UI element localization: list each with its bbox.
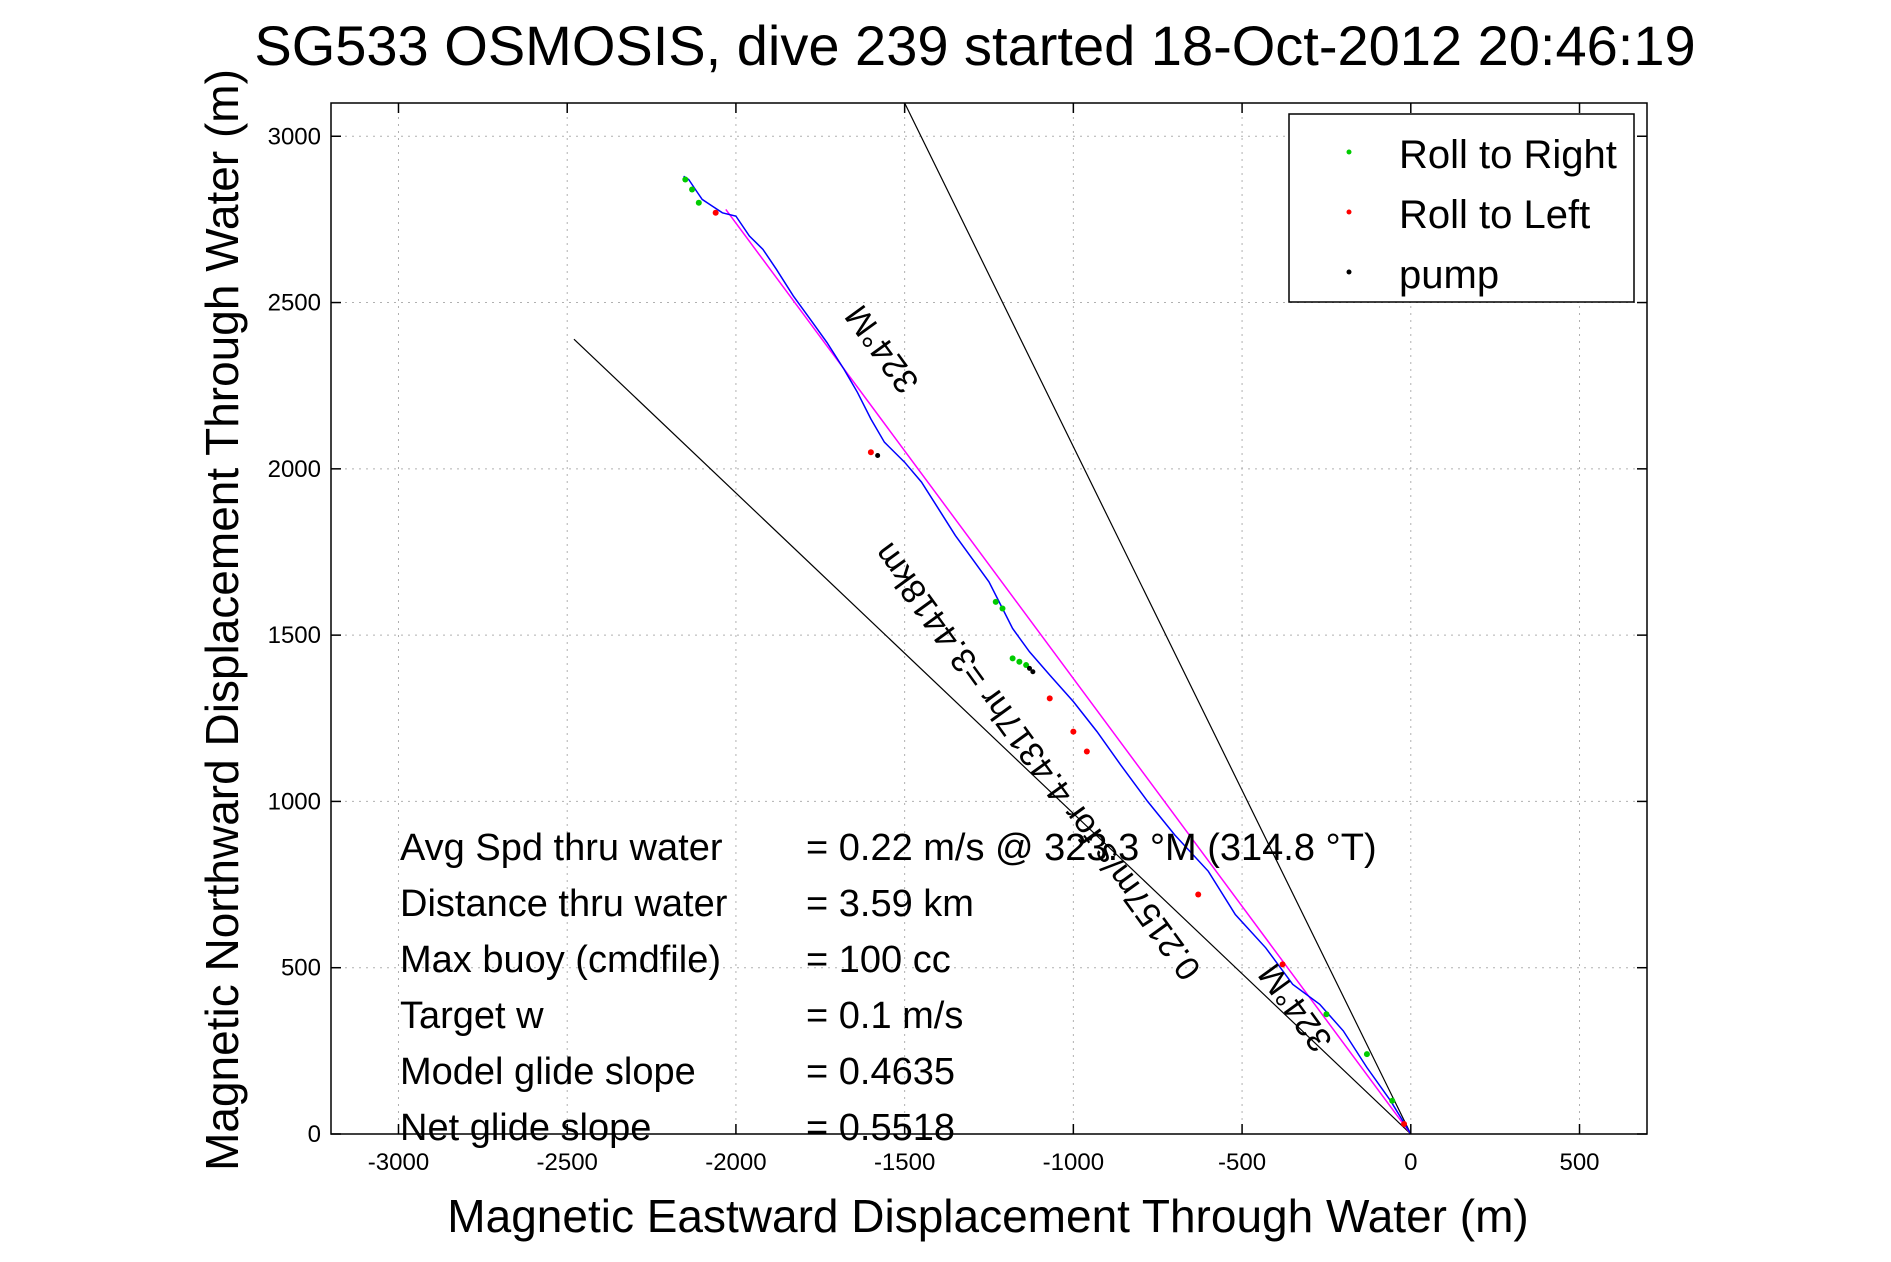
ticks: -3000 -2500 -2000 -1500 -1000 -500 0 500 0 500 100…: [268, 103, 1647, 1176]
x-tick-label: -1500: [874, 1149, 935, 1176]
roll-left-point: [1083, 748, 1090, 755]
y-tick-label: 2500: [268, 290, 321, 317]
x-tick-label: -2000: [705, 1149, 766, 1176]
annotation-value: = 3.59 km: [806, 883, 974, 925]
roll-left-point: [1279, 961, 1286, 968]
roll-right-point: [1389, 1097, 1396, 1104]
track-oblique-label: 324°M: [838, 298, 927, 400]
roll-left-point: [1195, 891, 1202, 898]
x-tick-label: 0: [1404, 1149, 1417, 1176]
annotation-label: Net glide slope: [400, 1107, 651, 1149]
roll-left-point: [1401, 1121, 1408, 1128]
annotation-label: Model glide slope: [400, 1051, 696, 1093]
pump-point: [1030, 669, 1036, 675]
x-tick-label: 500: [1559, 1149, 1599, 1176]
annotation-value: = 0.5518: [806, 1107, 955, 1149]
x-tick-label: -500: [1218, 1149, 1266, 1176]
annotation-value: = 0.1 m/s: [806, 995, 963, 1037]
y-tick-label: 500: [281, 955, 321, 982]
roll-right-point: [689, 186, 696, 193]
pump-point: [1026, 665, 1032, 671]
roll-left-point: [712, 209, 719, 216]
plot-area: [573, 103, 1412, 1134]
pump-point: [875, 453, 881, 459]
roll-right-point: [682, 176, 689, 183]
legend-marker: [1346, 149, 1352, 155]
y-tick-label: 1500: [268, 622, 321, 649]
roll-left-point: [1070, 728, 1077, 735]
annotation-value: = 0.22 m/s @ 323.3 °M (314.8 °T): [806, 827, 1377, 869]
annotation-value: = 100 cc: [806, 939, 951, 981]
annotation-block: Avg Spd thru water = 0.22 m/s @ 323.3 °M …: [400, 827, 1377, 1149]
y-tick-label: 0: [308, 1121, 321, 1148]
annotation-label: Max buoy (cmdfile): [400, 939, 721, 981]
x-axis-label: Magnetic Eastward Displacement Through W…: [447, 1190, 1528, 1242]
y-tick-label: 1000: [268, 788, 321, 815]
roll-left-point: [1046, 695, 1053, 702]
roll-right-point: [1023, 662, 1030, 669]
x-tick-label: -1000: [1043, 1149, 1104, 1176]
roll-right-point: [1009, 655, 1016, 662]
chart-title: SG533 OSMOSIS, dive 239 started 18-Oct-2…: [254, 14, 1695, 77]
glider-track: [683, 175, 1412, 1134]
roll-left-point: [867, 449, 874, 456]
annotation-value: = 0.4635: [806, 1051, 955, 1093]
legend-marker: [1346, 269, 1352, 275]
annotation-label: Target w: [400, 995, 544, 1037]
x-tick-label: -3000: [368, 1149, 429, 1176]
track-oblique-label: 324°M: [1251, 956, 1340, 1058]
legend-box: [1288, 113, 1635, 303]
roll-right-point: [999, 605, 1006, 612]
cone-line: [904, 103, 1412, 1134]
roll-right-point: [992, 598, 999, 605]
legend-label: pump: [1399, 253, 1499, 297]
x-tick-label: -2500: [537, 1149, 598, 1176]
roll-right-point: [1323, 1011, 1330, 1018]
legend: Roll to Right Roll to Left pump: [1288, 113, 1635, 303]
y-axis-label: Magnetic Northward Displacement Through …: [196, 69, 248, 1171]
legend-marker: [1346, 209, 1352, 215]
cone-line: [573, 338, 1412, 1134]
roll-right-point: [1363, 1051, 1370, 1058]
annotation-label: Avg Spd thru water: [400, 827, 723, 869]
roll-right-point: [1016, 658, 1023, 665]
axes-frame: [330, 102, 1648, 1135]
y-tick-label: 3000: [268, 123, 321, 150]
roll-right-point: [695, 199, 702, 206]
annotation-label: Distance thru water: [400, 883, 728, 925]
legend-label: Roll to Right: [1399, 133, 1617, 177]
y-tick-label: 2000: [268, 456, 321, 483]
legend-label: Roll to Left: [1399, 193, 1590, 237]
